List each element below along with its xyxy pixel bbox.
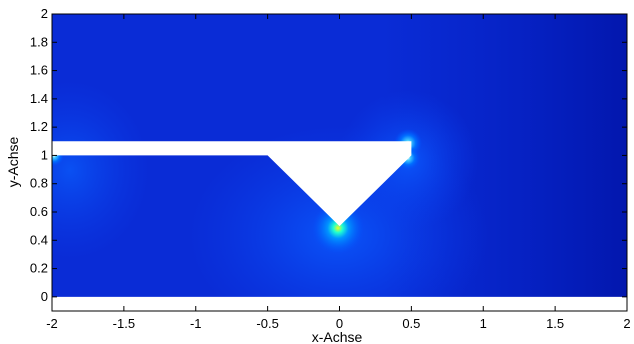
x-tick-label: -1.5	[113, 316, 135, 331]
excluded-region-1	[52, 141, 412, 227]
x-tick-label: 1	[480, 316, 487, 331]
x-tick-label: 0.5	[402, 316, 420, 331]
y-tick-label: 2	[41, 6, 48, 21]
y-tick-label: 0	[41, 289, 48, 304]
y-tick-label: 1.4	[30, 91, 48, 106]
y-tick-label: 1.8	[30, 34, 48, 49]
x-tick-label: 0	[336, 316, 343, 331]
y-tick-label: 0.6	[30, 204, 48, 219]
y-tick-label: 0.2	[30, 261, 48, 276]
y-tick-label: 1.6	[30, 63, 48, 78]
y-tick-label: 1	[41, 147, 48, 162]
heatmap-hotspot-tip	[312, 202, 364, 254]
heatmap-glow-left	[52, 80, 150, 260]
y-tick-label: 0.4	[30, 232, 48, 247]
y-axis-label: y-Achse	[5, 137, 21, 188]
x-tick-label: 2	[623, 316, 630, 331]
y-tick-label: 0.8	[30, 176, 48, 191]
y-tick-label: 1.2	[30, 119, 48, 134]
x-axis-label: x-Achse	[312, 329, 363, 344]
x-tick-label: -2	[46, 316, 58, 331]
x-tick-label: 1.5	[546, 316, 564, 331]
x-tick-label: -1	[190, 316, 202, 331]
x-tick-label: -0.5	[256, 316, 278, 331]
